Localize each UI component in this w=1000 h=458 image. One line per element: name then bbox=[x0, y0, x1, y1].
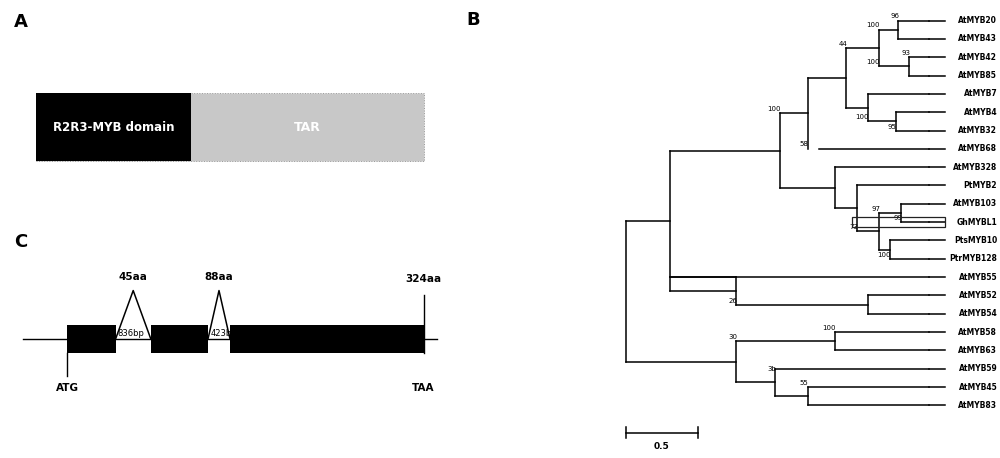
Text: AtMYB42: AtMYB42 bbox=[958, 53, 997, 62]
Text: TAR: TAR bbox=[294, 120, 321, 134]
Bar bbox=[852, 217, 945, 227]
Text: AtMYB4: AtMYB4 bbox=[964, 108, 997, 117]
Text: 45aa: 45aa bbox=[119, 272, 148, 282]
Text: AtMYB68: AtMYB68 bbox=[958, 144, 997, 153]
Text: 324aa: 324aa bbox=[406, 274, 442, 284]
Text: AtMYB59: AtMYB59 bbox=[958, 364, 997, 373]
Bar bbox=[67, 325, 116, 353]
Bar bbox=[36, 93, 191, 161]
Text: AtMYB54: AtMYB54 bbox=[958, 309, 997, 318]
Text: AtMYB85: AtMYB85 bbox=[958, 71, 997, 80]
Text: A: A bbox=[14, 13, 28, 32]
Text: AtMYB55: AtMYB55 bbox=[959, 273, 997, 282]
Bar bbox=[230, 325, 424, 353]
Text: 100: 100 bbox=[867, 59, 880, 65]
Text: AtMYB45: AtMYB45 bbox=[958, 382, 997, 392]
Text: 100: 100 bbox=[856, 114, 869, 120]
Text: 93: 93 bbox=[901, 50, 910, 56]
Text: 95: 95 bbox=[888, 124, 897, 130]
Text: 58: 58 bbox=[800, 142, 809, 147]
Text: 55: 55 bbox=[800, 380, 809, 386]
Text: 100: 100 bbox=[768, 106, 781, 113]
Text: 73: 73 bbox=[849, 224, 858, 230]
Text: AtMYB58: AtMYB58 bbox=[958, 327, 997, 337]
Text: PtMYB2: PtMYB2 bbox=[964, 181, 997, 190]
Bar bbox=[36, 93, 424, 161]
Text: 423bp: 423bp bbox=[210, 329, 237, 338]
Text: 100: 100 bbox=[823, 325, 836, 331]
Text: AtMYB52: AtMYB52 bbox=[958, 291, 997, 300]
Text: GhMYBL1: GhMYBL1 bbox=[956, 218, 997, 227]
Text: PtrMYB128: PtrMYB128 bbox=[949, 254, 997, 263]
Text: 88aa: 88aa bbox=[205, 272, 233, 282]
Bar bbox=[151, 325, 208, 353]
Text: 3b: 3b bbox=[768, 366, 777, 372]
Text: C: C bbox=[14, 234, 28, 251]
Text: B: B bbox=[466, 11, 480, 29]
Text: 44: 44 bbox=[838, 41, 847, 47]
Text: AtMYB32: AtMYB32 bbox=[958, 126, 997, 135]
Text: AtMYB7: AtMYB7 bbox=[964, 89, 997, 98]
Text: 0.5: 0.5 bbox=[654, 442, 670, 451]
Text: 97: 97 bbox=[871, 206, 880, 212]
Text: ATG: ATG bbox=[56, 383, 79, 393]
Text: PtsMYB10: PtsMYB10 bbox=[954, 236, 997, 245]
Text: AtMYB20: AtMYB20 bbox=[958, 16, 997, 25]
Text: 100: 100 bbox=[878, 252, 891, 258]
Text: 836bp: 836bp bbox=[118, 329, 145, 338]
Text: 96: 96 bbox=[890, 13, 899, 19]
Text: 30: 30 bbox=[728, 334, 737, 340]
Text: 26: 26 bbox=[729, 298, 738, 304]
Text: TAA: TAA bbox=[412, 383, 435, 393]
Text: R2R3-MYB domain: R2R3-MYB domain bbox=[53, 120, 175, 134]
Text: AtMYB63: AtMYB63 bbox=[958, 346, 997, 355]
Text: 100: 100 bbox=[867, 22, 880, 28]
Text: AtMYB328: AtMYB328 bbox=[953, 163, 997, 172]
Text: 99: 99 bbox=[893, 215, 902, 221]
Text: AtMYB83: AtMYB83 bbox=[958, 401, 997, 410]
Text: AtMYB43: AtMYB43 bbox=[958, 34, 997, 44]
Text: AtMYB103: AtMYB103 bbox=[953, 199, 997, 208]
